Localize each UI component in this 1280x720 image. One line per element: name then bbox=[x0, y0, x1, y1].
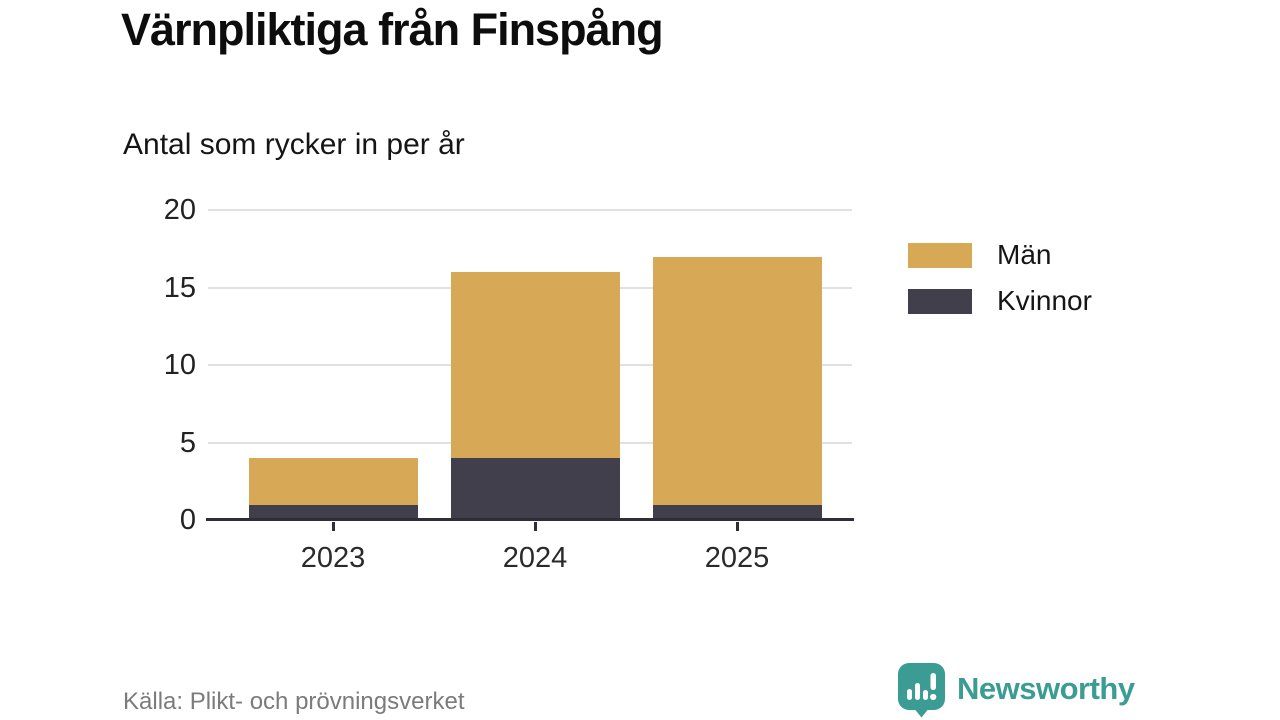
legend-label-women: Kvinnor bbox=[997, 285, 1092, 316]
gridline-20 bbox=[208, 209, 852, 211]
plot-area: 2023 2024 2025 bbox=[206, 209, 854, 574]
y-axis-tick-label: 0 bbox=[179, 504, 196, 536]
x-axis-tick bbox=[533, 522, 537, 531]
y-axis-tick-label: 20 bbox=[163, 194, 196, 226]
source-note: Källa: Plikt- och prövningsverket bbox=[123, 688, 465, 715]
x-axis-label-2024: 2024 bbox=[502, 542, 568, 574]
x-axis-label-2025: 2025 bbox=[704, 542, 770, 574]
x-axis-line bbox=[206, 518, 854, 521]
brand-name: Newsworthy bbox=[957, 671, 1135, 706]
chart-title: Värnpliktiga från Finspång bbox=[121, 4, 664, 55]
y-axis: 0 5 10 15 20 bbox=[118, 195, 196, 535]
bar-segment-women-2025 bbox=[652, 504, 822, 520]
x-axis-tick bbox=[331, 522, 335, 531]
legend-label-men: Män bbox=[997, 239, 1052, 270]
legend-item-women: Kvinnor bbox=[908, 285, 1092, 316]
bar-segment-women-2024 bbox=[450, 458, 620, 520]
y-axis-tick-label: 5 bbox=[179, 426, 196, 459]
legend-item-men: Män bbox=[908, 239, 1092, 270]
speech-bubble-bar-chart-exclamation-icon bbox=[898, 663, 945, 718]
bar-segment-men-2024 bbox=[450, 272, 620, 458]
chart-subtitle: Antal som rycker in per år bbox=[123, 128, 465, 161]
bar-segment-men-2025 bbox=[652, 256, 822, 505]
bar-segment-men-2023 bbox=[248, 458, 418, 505]
y-axis-tick-label: 15 bbox=[163, 271, 196, 304]
bar-segment-women-2023 bbox=[248, 504, 418, 520]
brand-logo: Newsworthy bbox=[897, 661, 1135, 718]
legend: Män Kvinnor bbox=[908, 239, 1092, 316]
x-axis-label-2023: 2023 bbox=[300, 542, 366, 574]
y-axis-tick-label: 10 bbox=[163, 349, 196, 381]
legend-swatch-women bbox=[908, 288, 972, 314]
x-axis-tick bbox=[735, 522, 739, 531]
legend-swatch-men bbox=[908, 242, 972, 268]
